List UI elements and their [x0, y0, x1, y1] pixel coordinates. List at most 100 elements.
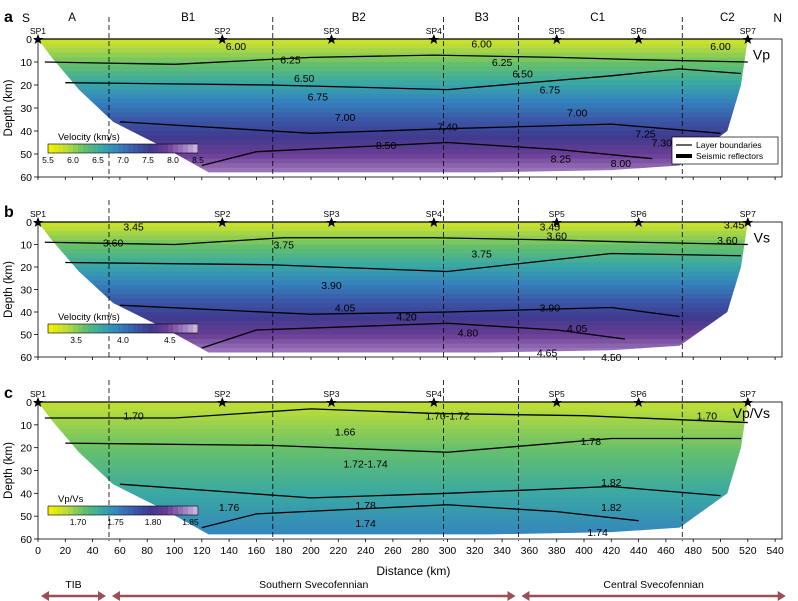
colorbar-segment	[68, 324, 74, 333]
shot-point-star-icon	[428, 217, 439, 227]
colorbar-segment	[163, 324, 169, 333]
value-label: 6.25	[492, 57, 513, 69]
colorbar-segment	[83, 506, 89, 515]
x-tick-label: 240	[357, 545, 375, 557]
colorbar-segment	[153, 506, 159, 515]
shot-point-label: SP3	[323, 389, 339, 399]
colorbar-segment	[103, 506, 109, 515]
colorbar-segment	[113, 144, 119, 153]
value-label: 1.74	[587, 527, 608, 539]
x-tick-label: 200	[302, 545, 320, 557]
shot-point-star-icon	[742, 217, 753, 227]
colorbar-segment	[133, 144, 139, 153]
x-tick-label: 460	[657, 545, 675, 557]
arrow-right-icon	[507, 591, 516, 601]
value-label: 7.30	[652, 138, 673, 150]
value-label: 3.75	[471, 249, 492, 261]
y-tick-label: 40	[20, 307, 32, 319]
colorbar-frame	[47, 143, 199, 154]
shot-point-label: SP4	[426, 209, 442, 219]
panel-letter: a	[4, 9, 13, 26]
colorbar-tick-label: 8.0	[167, 155, 179, 165]
colorbar-segment	[93, 506, 99, 515]
colorbar-segment	[143, 144, 149, 153]
colorbar-segment	[128, 324, 134, 333]
shot-point-label: SP7	[740, 26, 756, 36]
shot-point-star-icon	[428, 34, 439, 44]
value-label: 6.50	[512, 69, 533, 81]
colorbar-segment	[108, 144, 114, 153]
colorbar-tick-label: 3.5	[70, 335, 82, 345]
colorbar-segment	[93, 324, 99, 333]
colorbar-segment	[188, 324, 194, 333]
shot-point-star-icon	[326, 34, 337, 44]
colorbar-segment	[188, 506, 194, 515]
colorbar-tick-label: 4.5	[164, 335, 176, 345]
colorbar-segment	[133, 506, 139, 515]
x-tick-label: 140	[220, 545, 238, 557]
colorbar-label: Vp/Vs	[58, 494, 84, 505]
legend-entry: Seismic reflectors	[696, 151, 763, 161]
y-tick-label: 0	[26, 397, 32, 409]
shot-point-star-icon	[551, 217, 562, 227]
colorbar-segment	[48, 144, 54, 153]
value-label: 3.90	[321, 280, 342, 292]
colorbar-segment	[178, 144, 184, 153]
layer-boundary-a-3	[119, 121, 721, 134]
value-label: 1.78	[355, 500, 376, 512]
colorbar-segment	[193, 506, 199, 515]
layer-boundary-a-1	[44, 54, 748, 65]
y-tick-label: 40	[20, 126, 32, 138]
x-tick-label: 60	[114, 545, 126, 557]
colorbar-segment	[138, 144, 144, 153]
colorbar-segment	[78, 324, 84, 333]
colorbar-segment	[73, 324, 79, 333]
value-label: 3.75	[273, 240, 294, 252]
colorbar-segment	[63, 324, 69, 333]
colorbar-tick-label: 7.0	[117, 155, 129, 165]
shot-point-star-icon	[33, 397, 43, 407]
colorbar-segment	[83, 144, 89, 153]
value-label: 1.82	[601, 477, 622, 489]
colorbar-segment	[158, 144, 164, 153]
x-tick-label: 20	[59, 545, 71, 557]
value-label: 1.78	[581, 436, 602, 448]
shot-point-label: SP7	[740, 389, 756, 399]
colorbar-segment	[58, 144, 64, 153]
value-label: 4.05	[567, 323, 588, 335]
colorbar-tick-label: 4.0	[117, 335, 129, 345]
colorbar-segment	[163, 144, 169, 153]
layer-boundary-c-1	[44, 408, 748, 424]
y-tick-label: 60	[20, 534, 32, 546]
arrow-left-icon	[521, 591, 530, 601]
colorbar-segment	[58, 324, 64, 333]
y-axis-label: Depth (km)	[3, 261, 15, 318]
arrow-left-icon	[111, 591, 120, 601]
colorbar-segment	[123, 506, 129, 515]
shot-point-star-icon	[551, 397, 562, 407]
value-label: 7.25	[635, 128, 656, 140]
block-label: C2	[720, 12, 735, 24]
colorbar-segment	[153, 324, 159, 333]
y-tick-label: 60	[20, 352, 32, 364]
colorbar-segment	[103, 324, 109, 333]
colorbar-segment	[193, 324, 199, 333]
y-tick-label: 20	[20, 262, 32, 274]
shot-point-star-icon	[551, 34, 562, 44]
value-label: 3.45	[123, 222, 144, 234]
x-axis-label: Distance (km)	[376, 564, 450, 578]
value-label: 1.76	[219, 502, 240, 514]
colorbar-segment	[83, 324, 89, 333]
value-label: 8.25	[551, 154, 572, 166]
colorbar-segment	[158, 506, 164, 515]
colorbar-segment	[193, 144, 199, 153]
x-tick-label: 40	[87, 545, 99, 557]
quantity-label: Vs	[754, 229, 770, 245]
shot-point-star-icon	[326, 397, 337, 407]
legend-box	[671, 136, 779, 165]
value-label: 3.60	[546, 231, 567, 243]
colorbar-segment	[123, 324, 129, 333]
x-tick-label: 340	[493, 545, 511, 557]
colorbar-label: Velocity (km/s)	[58, 312, 120, 323]
